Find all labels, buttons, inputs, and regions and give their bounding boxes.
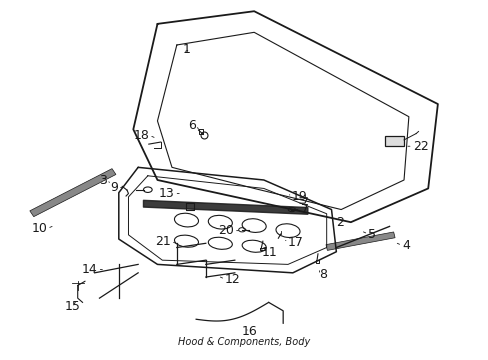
Text: 1: 1: [182, 43, 190, 56]
Text: 19: 19: [291, 190, 307, 203]
Text: 2: 2: [336, 216, 344, 229]
Text: 12: 12: [224, 273, 241, 286]
Text: 7: 7: [300, 203, 308, 216]
Text: 9: 9: [110, 181, 118, 194]
Text: Hood & Components, Body: Hood & Components, Body: [178, 337, 310, 347]
Text: 4: 4: [401, 239, 409, 252]
Text: 15: 15: [65, 300, 81, 313]
Text: 17: 17: [287, 236, 303, 249]
Text: 10: 10: [31, 222, 47, 235]
Text: 16: 16: [241, 325, 257, 338]
Text: 14: 14: [81, 263, 97, 276]
Text: 8: 8: [319, 269, 327, 282]
Text: 5: 5: [367, 228, 375, 240]
Text: 20: 20: [218, 224, 233, 237]
Text: 21: 21: [155, 235, 171, 248]
Text: 3: 3: [99, 174, 106, 186]
Bar: [384, 136, 403, 146]
Text: 13: 13: [158, 187, 174, 200]
Text: 18: 18: [133, 129, 149, 142]
Text: 11: 11: [262, 246, 277, 259]
Polygon shape: [30, 168, 116, 217]
Text: 6: 6: [188, 119, 196, 132]
Polygon shape: [325, 232, 394, 251]
Text: 22: 22: [412, 140, 427, 153]
